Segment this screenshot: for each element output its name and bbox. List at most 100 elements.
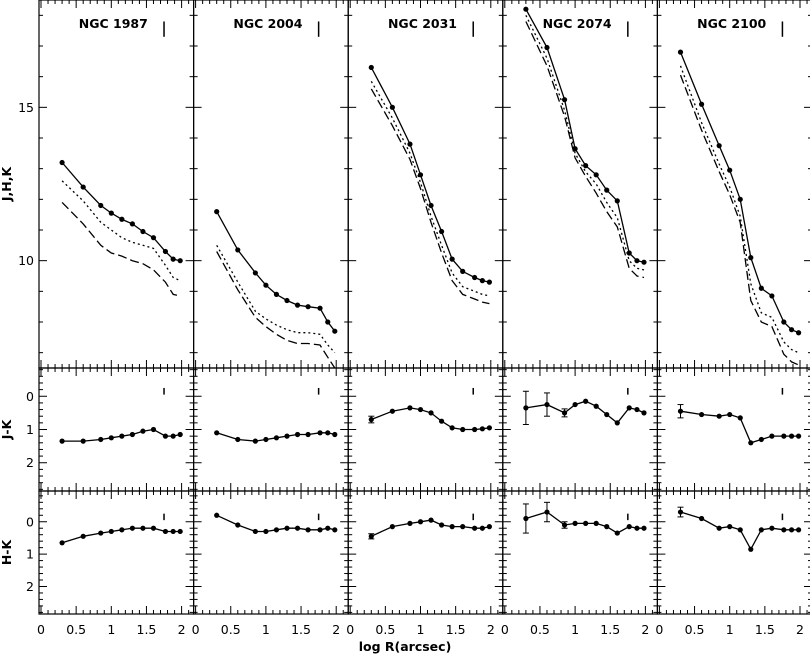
h-band-profile [679, 65, 799, 354]
y-tick-label: 10 [18, 253, 34, 268]
j-band-point [177, 258, 183, 264]
y-axis-label: J,H,K [0, 166, 14, 203]
jk-color-point [177, 431, 183, 438]
hk-color-point [235, 522, 241, 528]
hk-color-point [544, 509, 550, 515]
jk-color-point [523, 405, 529, 411]
j-band-point [737, 196, 743, 202]
x-tick-label: 2 [332, 622, 340, 637]
j-band-point [140, 228, 146, 235]
hk-color-point [162, 528, 169, 535]
hk-color-point [449, 524, 455, 530]
y-tick-label: 1 [26, 547, 34, 562]
hk-color-point [561, 522, 568, 528]
hk-color-point [119, 527, 125, 533]
jk-color-point [252, 438, 258, 444]
k-band-profile [216, 251, 336, 369]
j-band-point [98, 202, 104, 209]
hk-color-point [634, 525, 640, 531]
y-tick-label: 2 [26, 455, 34, 470]
jk-color-point [98, 436, 104, 443]
jk-color-point [305, 431, 311, 438]
hk-color-point [758, 527, 764, 533]
hk-color-point [332, 527, 338, 533]
hk-color-point [769, 525, 775, 531]
y-tick-label: 0 [26, 389, 34, 404]
k-band-profile [525, 21, 645, 279]
jk-color-line [525, 400, 645, 424]
panel-title: NGC 2100 [697, 16, 766, 31]
j-band-point [368, 64, 374, 71]
hk-color-point [294, 525, 301, 531]
x-axis-label: log R(arcsec) [359, 639, 452, 654]
j-band-point [417, 172, 424, 178]
j-band-point [788, 327, 795, 333]
jk-color-point [140, 428, 146, 434]
j-band-point [80, 184, 86, 190]
panel-frame [193, 0, 349, 369]
j-band-point [325, 319, 331, 325]
x-tick-label: 1.5 [755, 622, 775, 637]
jk-color-point [604, 411, 610, 418]
x-tick-label: 2 [796, 622, 804, 637]
j-band-point [438, 228, 445, 235]
jk-color-point [150, 426, 157, 433]
hk-color-point [263, 528, 269, 535]
jk-color-point [235, 436, 241, 443]
x-tick-label: 0.5 [221, 622, 241, 637]
jk-color-point [626, 405, 632, 411]
jk-color-point [332, 431, 338, 438]
j-band-point [634, 258, 640, 264]
x-tick-label: 0.5 [66, 622, 86, 637]
hk-color-point [129, 525, 135, 531]
hk-color-point [614, 530, 620, 536]
hk-color-point [252, 528, 258, 535]
jk-color-point [727, 411, 733, 418]
hk-color-point [417, 519, 424, 525]
j-band-point [108, 210, 114, 216]
hk-color-point [626, 524, 632, 530]
jk-color-point [561, 410, 568, 416]
x-tick-label: 1.5 [446, 622, 466, 637]
j-band-point [119, 216, 125, 222]
h-band-profile [525, 15, 645, 271]
j-band-point [727, 167, 733, 173]
jk-color-point [788, 433, 795, 439]
j-band-point [150, 235, 157, 241]
jk-color-point [472, 426, 478, 433]
j-band-profile [61, 162, 181, 262]
j-band-point [235, 247, 241, 253]
hk-color-point [140, 525, 146, 531]
x-tick-label: 0 [37, 622, 45, 637]
x-tick-label: 0 [346, 622, 354, 637]
jk-color-point [119, 433, 125, 439]
jk-color-point [428, 410, 434, 416]
jk-color-point [417, 406, 424, 413]
hk-color-point [641, 525, 647, 531]
j-band-point [641, 259, 647, 265]
jk-color-point [781, 433, 787, 439]
jk-color-point [544, 401, 550, 408]
h-band-profile [61, 180, 181, 282]
panel-frame [193, 367, 349, 492]
h-band-profile [216, 244, 336, 354]
hk-color-point [748, 546, 754, 552]
x-tick-label: 2 [487, 622, 495, 637]
j-band-point [472, 274, 478, 281]
k-band-profile [679, 74, 799, 366]
hk-color-point [325, 525, 331, 531]
hk-color-point [170, 528, 176, 535]
jk-color-point [449, 425, 455, 431]
j-band-point [748, 255, 754, 261]
hk-color-point [716, 525, 722, 531]
panel-title: NGC 2031 [388, 16, 457, 31]
j-band-point [170, 256, 176, 262]
jk-color-point [460, 426, 466, 433]
jk-color-point [170, 433, 176, 439]
j-band-point [479, 278, 485, 284]
hk-color-point [389, 524, 395, 530]
hk-color-point [737, 527, 743, 533]
hk-color-point [572, 520, 578, 526]
j-band-point [593, 172, 599, 178]
y-tick-label: 15 [18, 100, 34, 115]
